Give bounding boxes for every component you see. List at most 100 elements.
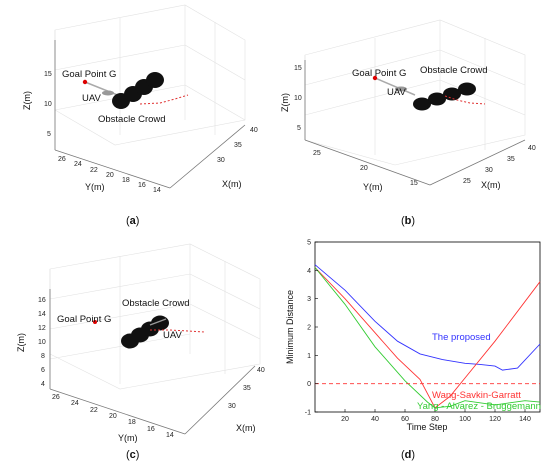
y-tick: 14: [153, 187, 161, 194]
path-trace: [444, 95, 486, 105]
y-tick: 24: [71, 400, 79, 407]
uav-marker: [395, 86, 407, 92]
series-label: Yang - Alvarez - Bruggemann: [417, 401, 541, 412]
goal-point-label: Goal Point G: [57, 314, 111, 325]
uav-trajectory: [84, 81, 121, 97]
axes-box-a: [54, 4, 246, 189]
caption-a: (a): [126, 215, 139, 227]
z-tick: 8: [41, 353, 45, 360]
series-label: Wang-Savkin-Garratt: [432, 390, 521, 401]
y-tick: 18: [122, 177, 130, 184]
y-tick: 14: [166, 432, 174, 439]
z-tick: 5: [47, 131, 51, 138]
goal-point-label: Goal Point G: [62, 69, 116, 80]
y-tick: 16: [138, 182, 146, 189]
x-tick: 35: [507, 156, 515, 163]
x-tick: 30: [485, 167, 493, 174]
obstacle: [458, 82, 476, 96]
x-tick-label: 80: [431, 416, 439, 423]
uav-marker: [149, 318, 167, 326]
x-tick: 40: [250, 127, 258, 134]
y-ticks: -1 0 1 2 3 4 5: [305, 240, 318, 417]
uav-label: UAV: [163, 330, 182, 341]
y-axis-label: Y(m): [118, 433, 138, 443]
x-tick: 30: [228, 403, 236, 410]
uav-label: UAV: [387, 87, 406, 98]
goal-point-marker: [82, 79, 88, 85]
y-tick: 22: [90, 167, 98, 174]
scene-c: [93, 315, 206, 349]
x-tick-label: 20: [341, 416, 349, 423]
axes-box-c: [49, 243, 261, 435]
y-tick: 20: [109, 413, 117, 420]
series-line-the-proposed: [314, 264, 541, 371]
series-group: [314, 264, 541, 409]
scene-b: [372, 75, 486, 111]
panel-d-line-chart: -1 0 1 2 3 4 5 20 40 60 80 100 120 140 The proposed W…: [275, 234, 550, 468]
x-tick-label: 140: [519, 416, 531, 423]
z-tick: 15: [294, 65, 302, 72]
y-tick-label: 5: [307, 240, 311, 247]
y-tick: 25: [313, 150, 321, 157]
x-axis-label: X(m): [481, 180, 501, 190]
y-tick: 22: [90, 407, 98, 414]
caption-c: (c): [126, 449, 139, 461]
uav-marker: [102, 90, 114, 96]
z-axis-label: Z(m): [16, 333, 26, 352]
y-tick: 20: [106, 172, 114, 179]
y-tick: 24: [74, 161, 82, 168]
plot-c-svg: 16 14 12 10 8 6 4 Z(m) 26 24 22 20 18 16…: [16, 243, 265, 461]
y-tick-label: 3: [307, 296, 311, 303]
x-tick-label: 40: [371, 416, 379, 423]
y-axis-label: Y(m): [85, 182, 105, 192]
z-tick: 4: [41, 381, 45, 388]
x-tick: 25: [463, 178, 471, 185]
z-tick: 10: [44, 101, 52, 108]
z-axis-label: Z(m): [280, 93, 290, 112]
series-label: The proposed: [432, 332, 491, 343]
obstacle-crowd-label: Obstacle Crowd: [98, 114, 166, 125]
x-tick: 40: [528, 145, 536, 152]
goal-point-marker: [372, 75, 378, 81]
uav-label: UAV: [82, 93, 101, 104]
x-tick-label: 120: [489, 416, 501, 423]
uav-trajectory: [374, 77, 416, 96]
x-axis-label: X(m): [222, 179, 242, 189]
x-tick: 35: [234, 142, 242, 149]
y-tick: 15: [410, 180, 418, 187]
series-line-yang-alvarez-bruggemann: [314, 267, 541, 409]
y-tick: 26: [58, 156, 66, 163]
axes-box-b: [304, 19, 526, 186]
obstacle: [413, 97, 431, 111]
y-axis-label: Minimum Distance: [285, 290, 295, 364]
z-tick: 6: [41, 367, 45, 374]
z-tick: 16: [38, 297, 46, 304]
obstacle-crowd-label: Obstacle Crowd: [420, 65, 488, 76]
series-line-wang-savkin-garratt: [314, 267, 541, 409]
x-tick: 30: [217, 157, 225, 164]
z-tick: 12: [38, 325, 46, 332]
scene-a: [82, 72, 189, 109]
z-tick: 14: [38, 311, 46, 318]
x-tick: 35: [243, 385, 251, 392]
obstacle: [146, 72, 164, 88]
caption-b: (b): [401, 215, 415, 227]
y-tick-label: 1: [307, 353, 311, 360]
x-axis-label: Time Step: [407, 422, 448, 432]
x-axis-label: X(m): [236, 423, 256, 433]
obstacle: [443, 87, 461, 101]
y-tick: 16: [147, 426, 155, 433]
panel-a-3d-plot: 15 10 5 Z(m) 26 24 22 20 18 16 14 Y(m) 4…: [0, 0, 275, 234]
panel-b-3d-plot: 15 10 5 Z(m) 25 20 15 Y(m) 40 35 30 25 X…: [275, 0, 550, 234]
goal-point-label: Goal Point G: [352, 68, 406, 79]
y-tick: 26: [52, 394, 60, 401]
y-tick-label: 0: [307, 381, 311, 388]
y-tick: 20: [360, 165, 368, 172]
plot-a-svg: 15 10 5 Z(m) 26 24 22 20 18 16 14 Y(m) 4…: [22, 4, 258, 227]
z-tick: 15: [44, 71, 52, 78]
x-ticks: 20 40 60 80 100 120 140: [341, 409, 531, 423]
x-tick: 40: [257, 367, 265, 374]
x-tick-label: 100: [459, 416, 471, 423]
z-tick: 10: [38, 339, 46, 346]
